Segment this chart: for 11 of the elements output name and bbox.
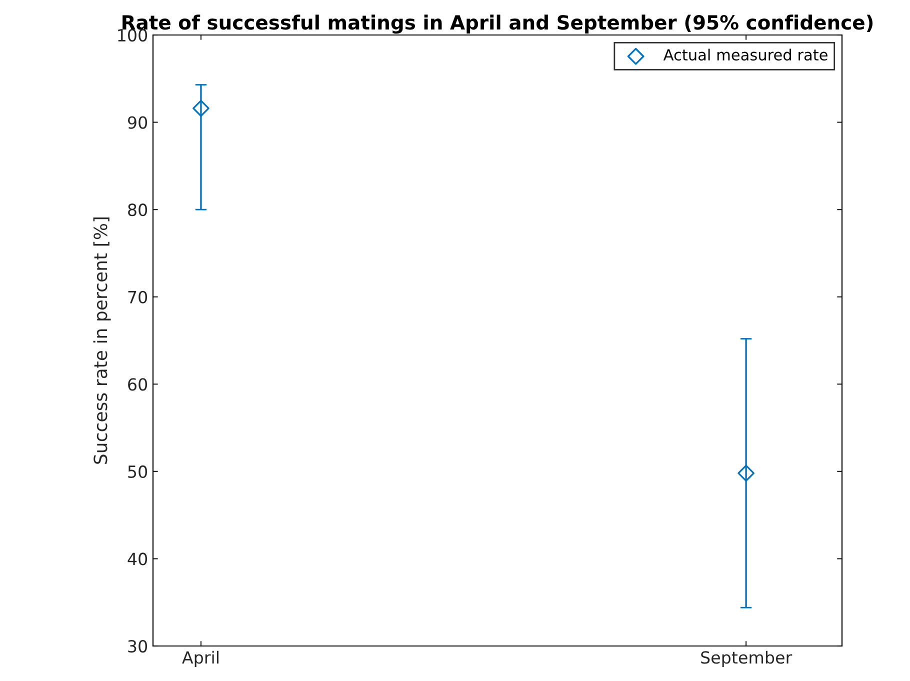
legend-label: Actual measured rate: [663, 48, 828, 61]
y-tick-label: 90: [128, 116, 148, 129]
y-tick-label: 30: [128, 640, 148, 653]
y-tick-label: 40: [128, 552, 148, 566]
x-tick-label: September: [701, 650, 792, 667]
y-tick-label: 80: [128, 204, 148, 216]
y-tick-label: 50: [128, 465, 148, 478]
x-tick-label: April: [182, 650, 218, 667]
y-axis-title: Success rate in percent [%]: [93, 217, 111, 464]
y-tick-label: 60: [128, 378, 148, 391]
y-tick-label: 70: [128, 290, 148, 304]
